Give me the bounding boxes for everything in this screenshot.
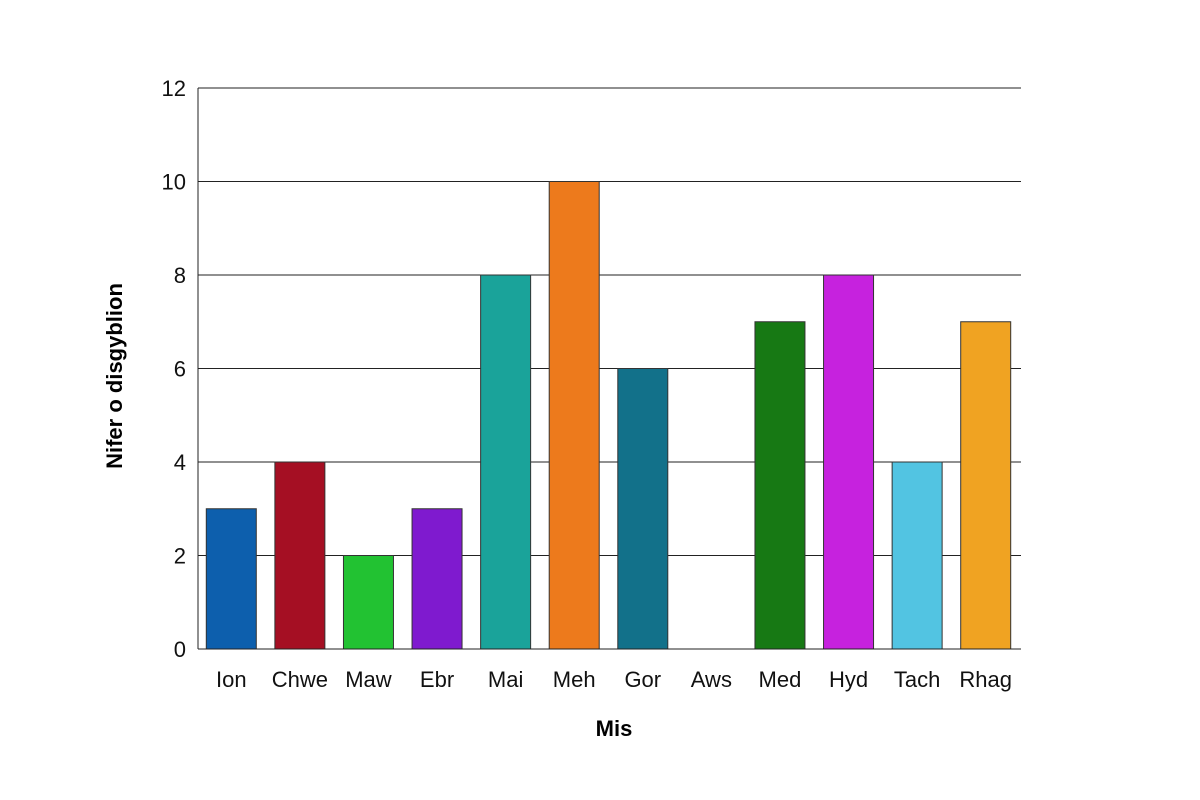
x-tick-label: Gor	[624, 667, 661, 692]
x-tick-label: Aws	[691, 667, 732, 692]
bar-gor	[617, 368, 669, 650]
y-tick-label: 0	[174, 637, 186, 662]
y-tick-label: 12	[162, 76, 186, 101]
y-tick-label: 2	[174, 544, 186, 569]
axes	[197, 88, 1021, 650]
y-tick-label: 10	[162, 170, 186, 195]
x-tick-label: Meh	[553, 667, 596, 692]
y-tick-label: 4	[174, 450, 186, 475]
bars	[205, 181, 1012, 650]
x-tick-label: Tach	[894, 667, 940, 692]
bar-tach	[891, 461, 943, 650]
x-tick-label: Maw	[345, 667, 392, 692]
x-tick-labels: Ion Chwe Maw Ebr Mai Meh Gor Aws Med Hyd Tach Rhag	[216, 667, 1012, 692]
bar-med	[754, 321, 806, 650]
y-tick-label: 6	[174, 357, 186, 382]
bar-chwe	[274, 461, 326, 650]
bar-rhag	[960, 321, 1012, 650]
gridlines	[198, 87, 1021, 556]
x-axis-title: Mis	[596, 716, 633, 741]
x-tick-label: Ebr	[420, 667, 454, 692]
bar-hyd	[823, 274, 875, 650]
x-tick-label: Ion	[216, 667, 247, 692]
y-tick-label: 8	[174, 263, 186, 288]
x-tick-label: Chwe	[272, 667, 328, 692]
bar-maw	[342, 555, 394, 650]
bar-ion	[205, 508, 257, 650]
bar-mai	[480, 274, 532, 650]
x-tick-label: Rhag	[959, 667, 1012, 692]
x-tick-label: Med	[759, 667, 802, 692]
y-tick-labels: 0 2 4 6 8 10 12	[162, 76, 186, 662]
x-tick-label: Hyd	[829, 667, 868, 692]
bar-ebr	[411, 508, 463, 650]
x-tick-label: Mai	[488, 667, 523, 692]
bar-meh	[548, 181, 600, 650]
y-axis-title: Nifer o disgyblion	[102, 283, 127, 469]
